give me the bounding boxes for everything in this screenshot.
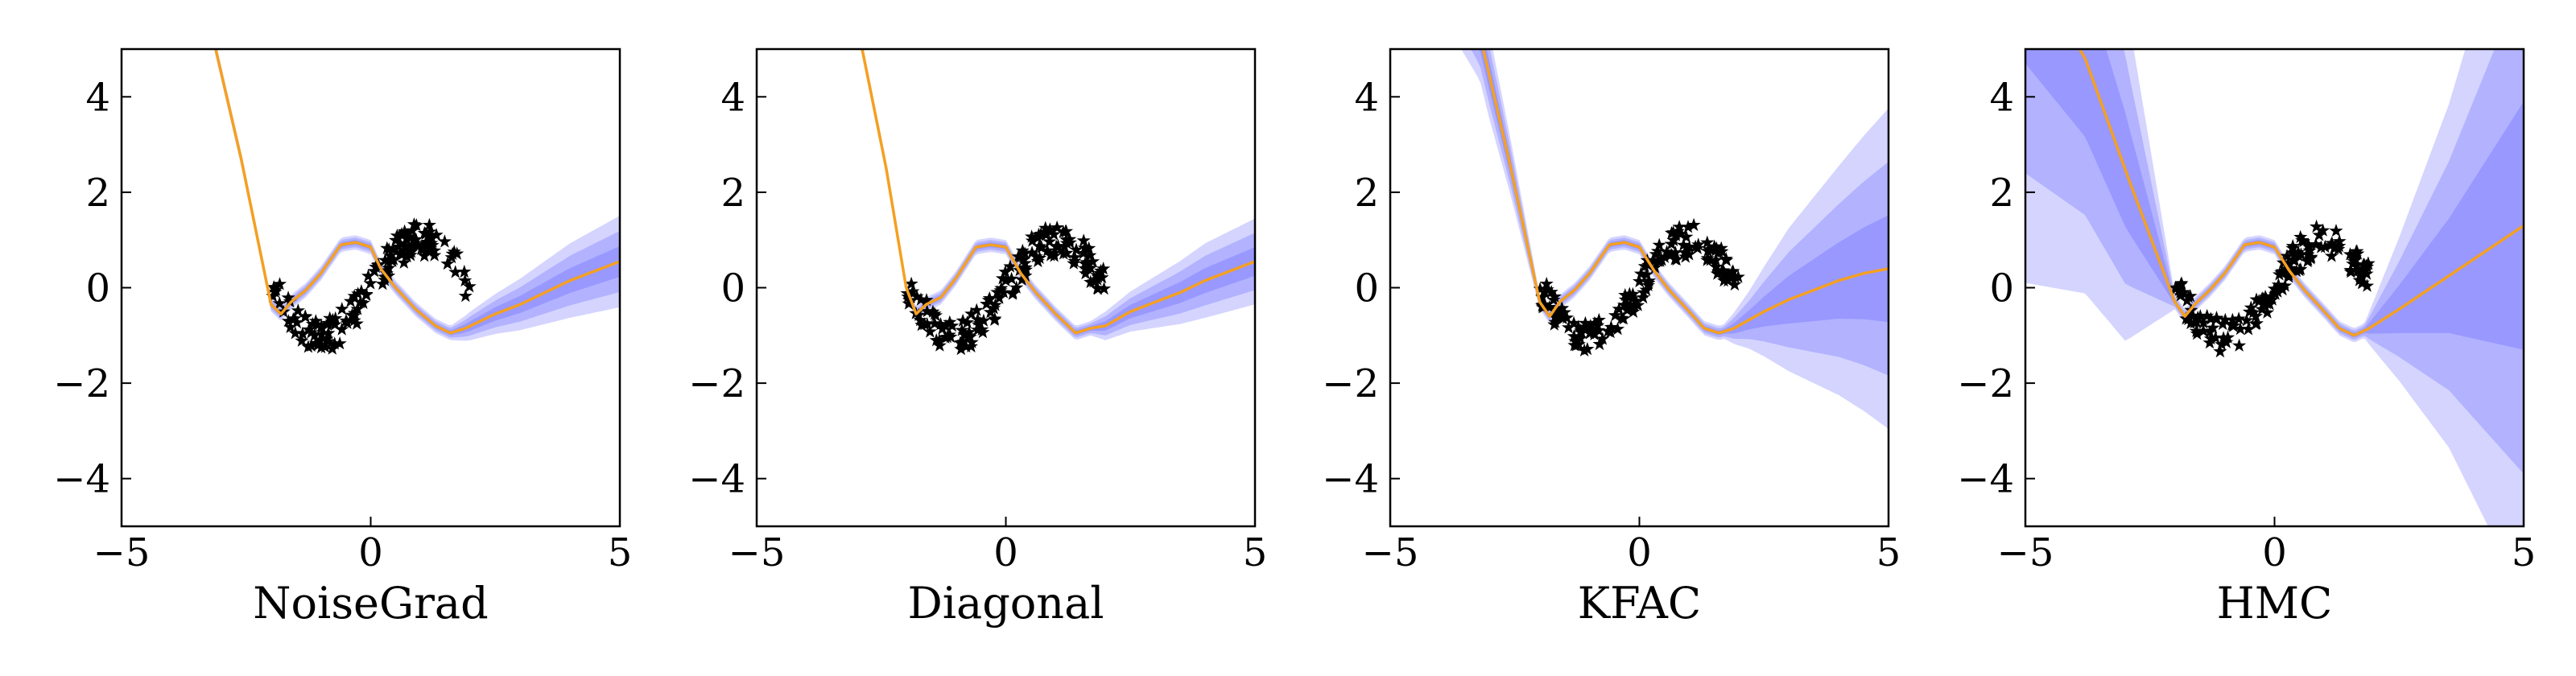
- uncertainty-band-3sigma: [1461, 49, 1889, 429]
- uncertainty-band-3sigma: [861, 49, 1255, 340]
- subplot-hmc: −5 0 5 −4 −2 0 2 4 HMC: [1957, 47, 2537, 629]
- data-point: [2232, 338, 2247, 352]
- data-point: [2329, 224, 2343, 237]
- x-tick-label: 5: [1243, 530, 1268, 575]
- uncertainty-band-1sigma: [861, 49, 1255, 336]
- x-tick-label: 5: [1876, 530, 1901, 575]
- y-tick-label: 0: [720, 266, 745, 311]
- x-axis-label: HMC: [2217, 578, 2333, 629]
- y-tick-label: −4: [1322, 457, 1379, 502]
- uncertainty-band-1sigma: [1479, 49, 1889, 336]
- uncertainty-band-1sigma: [2025, 49, 2524, 350]
- data-point: [437, 234, 452, 248]
- x-tick-label: −5: [93, 530, 151, 575]
- data-point: [458, 288, 473, 303]
- x-axis-label: KFAC: [1578, 578, 1701, 629]
- x-tick-label: 0: [2262, 530, 2287, 575]
- y-tick-label: −4: [688, 457, 745, 502]
- mean-prediction-line: [1481, 49, 1889, 335]
- uncertainty-band-2sigma: [1471, 49, 1889, 376]
- y-tick-label: −2: [53, 361, 110, 406]
- y-tick-label: −2: [688, 361, 745, 406]
- mean-prediction-line: [2078, 49, 2524, 337]
- y-tick-label: 2: [720, 171, 745, 216]
- y-tick-label: 4: [1989, 75, 2014, 120]
- y-tick-label: 2: [1354, 171, 1379, 216]
- uncertainty-band-3sigma: [213, 49, 620, 341]
- x-tick-label: 0: [993, 530, 1018, 575]
- y-tick-label: −4: [53, 457, 110, 502]
- x-tick-label: 0: [358, 530, 383, 575]
- y-tick-label: 4: [1354, 75, 1379, 120]
- uncertainty-band-3sigma: [2025, 49, 2524, 526]
- uncertainty-band-2sigma: [2025, 49, 2524, 474]
- y-tick-label: 4: [85, 75, 110, 120]
- subplot-kfac: −5 0 5 −4 −2 0 2 4 KFAC: [1322, 47, 1901, 629]
- y-tick-label: 0: [1354, 266, 1379, 311]
- mean-prediction-line: [214, 49, 620, 335]
- x-tick-label: 0: [1627, 530, 1652, 575]
- mean-prediction-line: [861, 49, 1255, 335]
- y-tick-label: −2: [1322, 361, 1379, 406]
- y-tick-label: 2: [85, 171, 110, 216]
- y-tick-label: 0: [85, 266, 110, 311]
- x-tick-label: 5: [608, 530, 633, 575]
- y-tick-label: −4: [1957, 457, 2014, 502]
- subplot-noisegrad: −5 0 5 −4 −2 0 2 4 NoiseGrad: [53, 47, 633, 629]
- x-axis-label: NoiseGrad: [253, 578, 488, 629]
- x-axis-label: Diagonal: [907, 578, 1104, 629]
- x-tick-label: −5: [729, 530, 786, 575]
- y-tick-label: 2: [1989, 171, 2014, 216]
- x-tick-label: 5: [2512, 530, 2537, 575]
- y-tick-label: 0: [1989, 266, 2014, 311]
- x-tick-label: −5: [1362, 530, 1419, 575]
- x-tick-label: −5: [1997, 530, 2054, 575]
- y-tick-label: 4: [720, 75, 745, 120]
- y-tick-label: −2: [1957, 361, 2014, 406]
- subplot-diagonal: −5 0 5 −4 −2 0 2 4 Diagonal: [688, 47, 1268, 629]
